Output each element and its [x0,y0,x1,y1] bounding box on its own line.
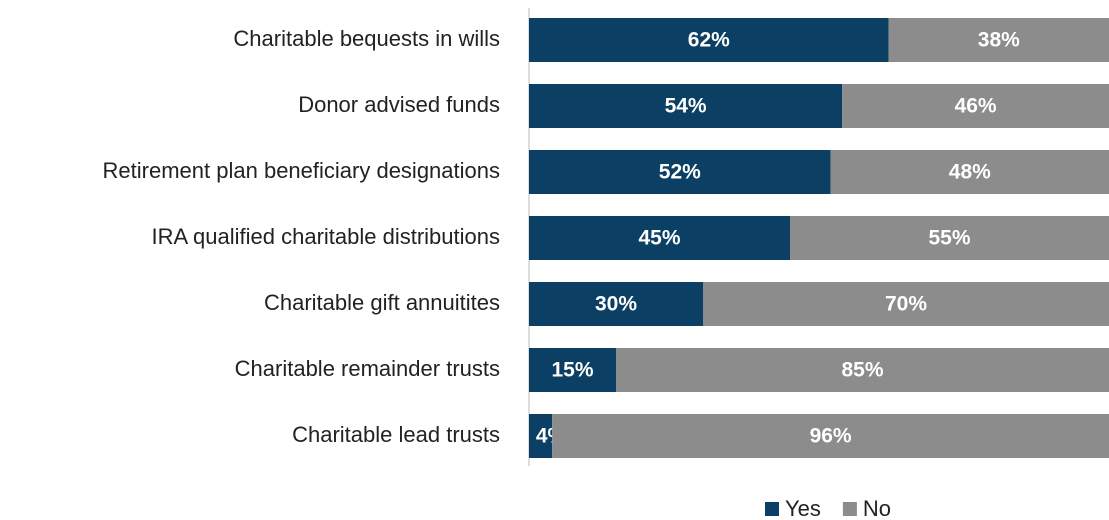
category-label: Charitable lead trusts [292,422,500,447]
bar-segment [529,348,616,392]
category-label: Retirement plan beneficiary designations [103,158,500,183]
category-label: Donor advised funds [298,92,500,117]
value-label: 54% [665,95,707,118]
value-label: 70% [885,293,927,316]
bar-segment [842,84,1109,128]
value-label: 52% [659,161,701,184]
legend-swatch [765,502,779,516]
bar-segment [830,150,1109,194]
value-label: 96% [810,425,852,448]
value-label: 85% [841,359,883,382]
category-label: Charitable remainder trusts [235,356,500,381]
bar-segment [888,18,1109,62]
bar-segment [616,348,1109,392]
value-label: 15% [551,359,593,382]
value-label: 48% [949,161,991,184]
legend-swatch [842,502,857,516]
category-label: IRA qualified charitable distributions [151,224,500,249]
category-label: Charitable bequests in wills [233,26,500,51]
bar-segment [529,216,790,260]
category-label: Charitable gift annuitites [264,290,500,315]
value-label: 38% [978,29,1020,52]
bar-segment [703,282,1109,326]
value-label: 62% [688,29,730,52]
value-label: 46% [955,95,997,118]
legend-label: No [863,496,891,520]
value-label: 55% [928,227,970,250]
bar-segment [529,282,703,326]
legend-label: Yes [785,496,821,520]
bar-segment [529,150,831,194]
value-label: 30% [595,293,637,316]
bar-segment [529,18,889,62]
bar-segment [552,414,1109,458]
bar-segment [790,216,1109,260]
bar-segment [529,414,553,458]
value-label: 45% [638,227,680,250]
bar-segment [529,84,843,128]
